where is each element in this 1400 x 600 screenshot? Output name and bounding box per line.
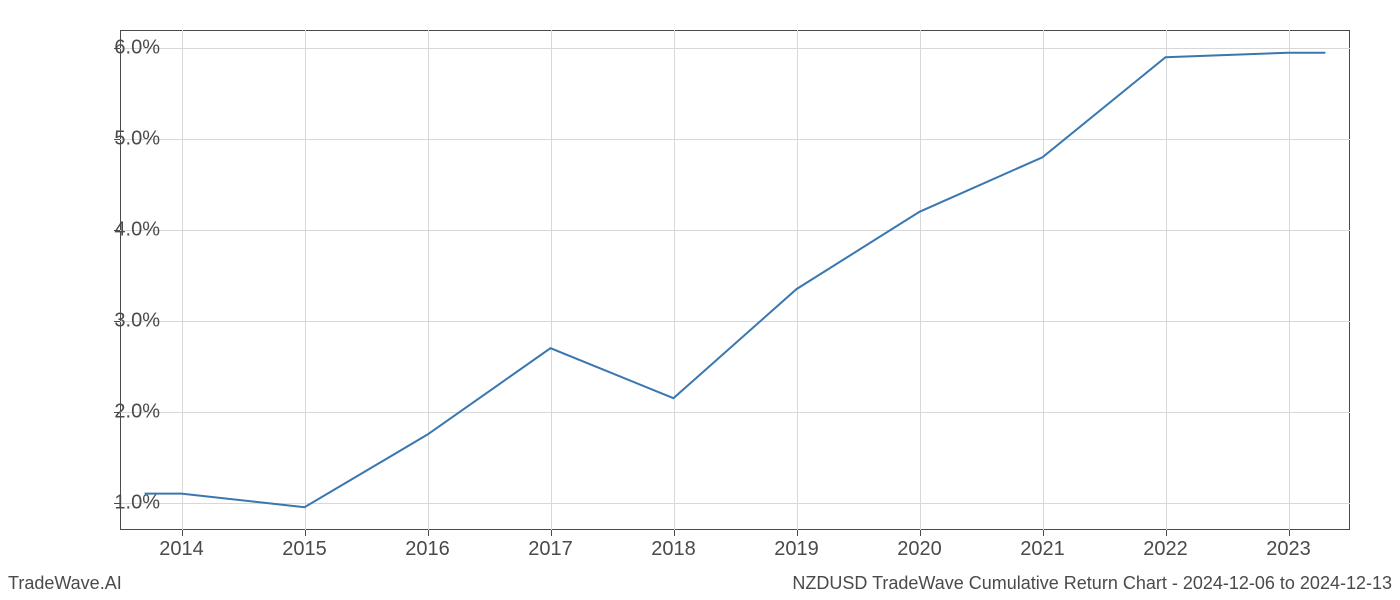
x-tick-label: 2022: [1143, 538, 1188, 561]
y-tick-label: 6.0%: [80, 37, 160, 60]
data-line: [120, 30, 1350, 530]
x-tick-mark: [182, 530, 183, 536]
y-tick-label: 4.0%: [80, 219, 160, 242]
x-tick-label: 2021: [1020, 538, 1065, 561]
x-tick-label: 2015: [282, 538, 327, 561]
y-tick-mark: [114, 139, 120, 140]
x-tick-label: 2017: [528, 538, 573, 561]
x-tick-label: 2020: [897, 538, 942, 561]
x-tick-mark: [920, 530, 921, 536]
x-tick-mark: [674, 530, 675, 536]
y-tick-mark: [114, 503, 120, 504]
x-tick-label: 2019: [774, 538, 819, 561]
x-tick-mark: [1043, 530, 1044, 536]
x-tick-label: 2023: [1266, 538, 1311, 561]
footer-title: NZDUSD TradeWave Cumulative Return Chart…: [792, 573, 1392, 594]
y-tick-label: 2.0%: [80, 400, 160, 423]
y-tick-mark: [114, 412, 120, 413]
y-tick-mark: [114, 230, 120, 231]
x-tick-mark: [551, 530, 552, 536]
x-tick-label: 2016: [405, 538, 450, 561]
footer-brand: TradeWave.AI: [8, 573, 122, 594]
y-tick-label: 1.0%: [80, 491, 160, 514]
y-tick-label: 3.0%: [80, 309, 160, 332]
y-tick-mark: [114, 48, 120, 49]
x-tick-mark: [428, 530, 429, 536]
y-tick-label: 5.0%: [80, 128, 160, 151]
chart-plot-area: [120, 30, 1350, 530]
x-tick-mark: [1166, 530, 1167, 536]
x-tick-label: 2014: [159, 538, 204, 561]
x-tick-mark: [305, 530, 306, 536]
return-line: [145, 53, 1326, 508]
x-tick-mark: [797, 530, 798, 536]
y-tick-mark: [114, 321, 120, 322]
x-tick-mark: [1289, 530, 1290, 536]
x-tick-label: 2018: [651, 538, 696, 561]
